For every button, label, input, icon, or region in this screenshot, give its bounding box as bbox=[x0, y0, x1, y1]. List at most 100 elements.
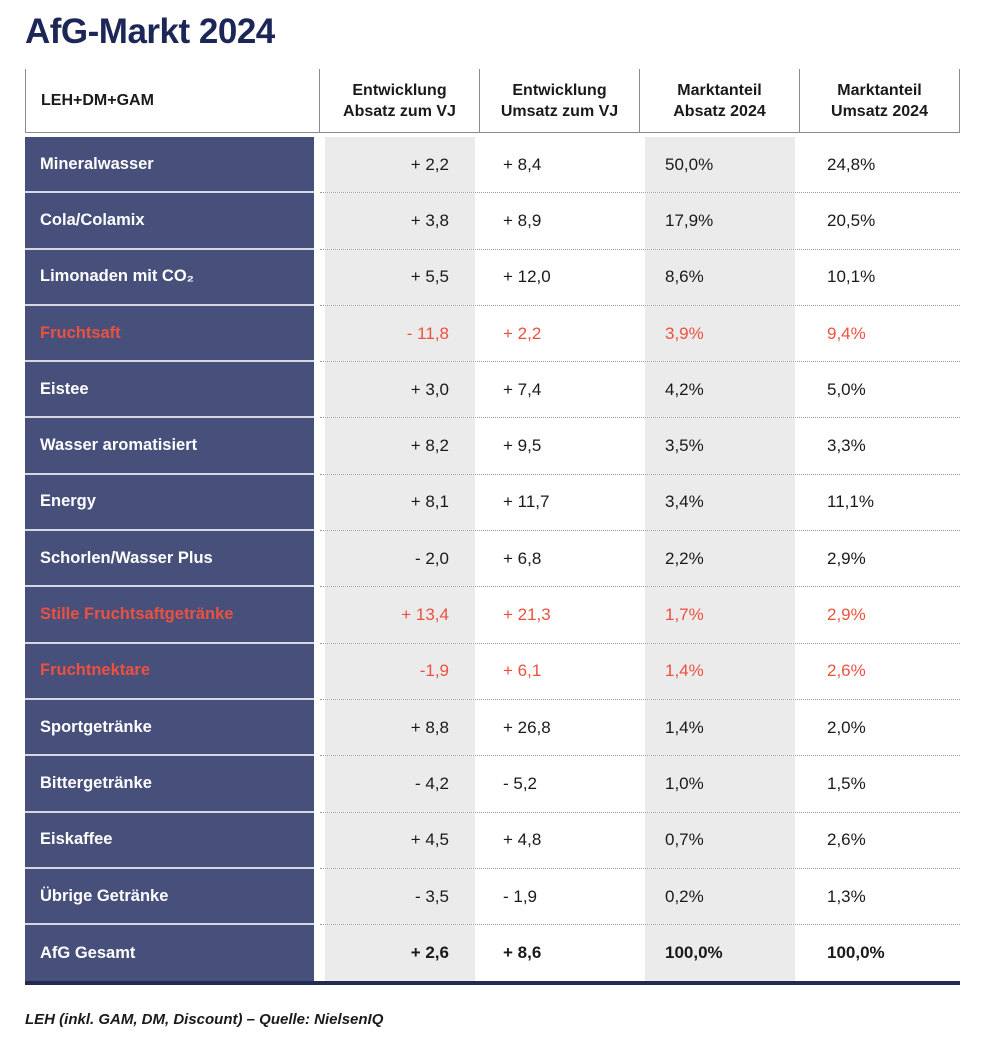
row-values: - 2,0 + 6,8 2,2% 2,9% bbox=[320, 531, 960, 588]
row-label: Cola/Colamix bbox=[25, 193, 314, 250]
header-line: Entwicklung bbox=[512, 81, 607, 99]
row-label: Eiskaffee bbox=[25, 812, 314, 869]
cell-absatz-marktanteil: 0,7% bbox=[640, 812, 800, 868]
cell-umsatz-entwicklung: + 8,6 bbox=[503, 943, 542, 963]
cell-absatz-marktanteil: 17,9% bbox=[640, 193, 800, 249]
header-line: Entwicklung bbox=[352, 81, 447, 99]
row-label: Eistee bbox=[25, 362, 314, 419]
table-body: Mineralwasser + 2,2 + 8,4 50,0% 24,8% Cola/Co… bbox=[25, 137, 960, 982]
column-header-category-label: LEH+DM+GAM bbox=[41, 92, 154, 109]
row-values: + 8,8 + 26,8 1,4% 2,0% bbox=[320, 699, 960, 757]
cell-umsatz-entwicklung: + 6,8 bbox=[503, 548, 542, 568]
table-row: Schorlen/Wasser Plus - 2,0 + 6,8 2,2% 2,9% bbox=[25, 531, 960, 588]
cell-umsatz-marktanteil: 1,3% bbox=[827, 886, 866, 906]
row-values: + 3,0 + 7,4 4,2% 5,0% bbox=[320, 362, 960, 419]
row-values: - 11,8 + 2,2 3,9% 9,4% bbox=[320, 305, 960, 363]
row-values: - 3,5 - 1,9 0,2% 1,3% bbox=[320, 868, 960, 926]
row-label: Fruchtnektare bbox=[25, 643, 314, 700]
table-row: Eiskaffee + 4,5 + 4,8 0,7% 2,6% bbox=[25, 812, 960, 869]
cell-umsatz-entwicklung: - 1,9 bbox=[503, 886, 538, 906]
cell-umsatz-entwicklung: + 12,0 bbox=[503, 267, 551, 287]
table-row: Energy + 8,1 + 11,7 3,4% 11,1% bbox=[25, 474, 960, 532]
source-note: LEH (inkl. GAM, DM, Discount) – Quelle: … bbox=[25, 1011, 384, 1029]
cell-absatz-marktanteil: 1,0% bbox=[640, 756, 800, 812]
cell-umsatz-marktanteil: 2,9% bbox=[827, 548, 866, 568]
cell-umsatz-entwicklung: + 8,9 bbox=[503, 210, 542, 230]
cell-absatz-entwicklung: + 8,8 bbox=[320, 699, 480, 756]
cell-absatz-entwicklung: + 4,5 bbox=[320, 812, 480, 868]
cell-absatz-marktanteil: 3,4% bbox=[640, 474, 800, 531]
row-label: Sportgetränke bbox=[25, 699, 314, 757]
cell-umsatz-entwicklung: + 7,4 bbox=[503, 379, 542, 399]
cell-umsatz-entwicklung: + 2,2 bbox=[503, 323, 542, 343]
cell-absatz-entwicklung: - 2,0 bbox=[320, 531, 480, 587]
cell-umsatz-marktanteil: 3,3% bbox=[827, 436, 866, 456]
cell-umsatz-entwicklung: + 21,3 bbox=[503, 605, 551, 625]
column-header-umsatz-entwicklung: Entwicklung Umsatz zum VJ bbox=[480, 69, 640, 132]
header-line: Umsatz 2024 bbox=[831, 102, 928, 120]
header-line: Absatz 2024 bbox=[673, 102, 766, 120]
cell-absatz-marktanteil: 3,5% bbox=[640, 418, 800, 474]
column-header-absatz-marktanteil: Marktanteil Absatz 2024 bbox=[640, 69, 800, 132]
row-label: AfG Gesamt bbox=[25, 925, 314, 982]
cell-absatz-entwicklung: - 3,5 bbox=[320, 868, 480, 925]
row-values: + 3,8 + 8,9 17,9% 20,5% bbox=[320, 193, 960, 250]
cell-absatz-entwicklung: + 5,5 bbox=[320, 249, 480, 305]
cell-absatz-marktanteil: 100,0% bbox=[640, 925, 800, 982]
table-row: Übrige Getränke - 3,5 - 1,9 0,2% 1,3% bbox=[25, 868, 960, 926]
row-values: + 13,4 + 21,3 1,7% 2,9% bbox=[320, 587, 960, 644]
header-line: Umsatz zum VJ bbox=[500, 102, 619, 120]
cell-absatz-entwicklung: + 2,6 bbox=[320, 925, 480, 982]
cell-umsatz-entwicklung: + 4,8 bbox=[503, 830, 542, 850]
table-row: Mineralwasser + 2,2 + 8,4 50,0% 24,8% bbox=[25, 137, 960, 194]
cell-umsatz-marktanteil: 20,5% bbox=[827, 210, 876, 230]
cell-absatz-marktanteil: 50,0% bbox=[640, 137, 800, 193]
cell-absatz-entwicklung: + 13,4 bbox=[320, 587, 480, 643]
row-values: + 8,2 + 9,5 3,5% 3,3% bbox=[320, 418, 960, 475]
cell-umsatz-marktanteil: 24,8% bbox=[827, 154, 876, 174]
row-values: + 8,1 + 11,7 3,4% 11,1% bbox=[320, 474, 960, 532]
table-row: Fruchtnektare -1,9 + 6,1 1,4% 2,6% bbox=[25, 643, 960, 700]
row-label: Schorlen/Wasser Plus bbox=[25, 531, 314, 588]
column-header-absatz-entwicklung: Entwicklung Absatz zum VJ bbox=[320, 69, 480, 132]
cell-absatz-marktanteil: 2,2% bbox=[640, 531, 800, 587]
table-row: Eistee + 3,0 + 7,4 4,2% 5,0% bbox=[25, 362, 960, 419]
cell-umsatz-marktanteil: 11,1% bbox=[827, 492, 874, 512]
cell-umsatz-marktanteil: 2,6% bbox=[827, 830, 866, 850]
table-row: Wasser aromatisiert + 8,2 + 9,5 3,5% 3,3% bbox=[25, 418, 960, 475]
row-values: + 4,5 + 4,8 0,7% 2,6% bbox=[320, 812, 960, 869]
table-row: Cola/Colamix + 3,8 + 8,9 17,9% 20,5% bbox=[25, 193, 960, 250]
table-row: Bittergetränke - 4,2 - 5,2 1,0% 1,5% bbox=[25, 756, 960, 813]
table-header: LEH+DM+GAM Entwicklung Absatz zum VJ Ent… bbox=[25, 69, 960, 133]
cell-umsatz-entwicklung: + 6,1 bbox=[503, 661, 542, 681]
header-line: Marktanteil bbox=[677, 81, 762, 99]
table-row: Stille Fruchtsaftgetränke + 13,4 + 21,3 1,7… bbox=[25, 587, 960, 644]
header-line: Absatz zum VJ bbox=[343, 102, 456, 120]
row-values: -1,9 + 6,1 1,4% 2,6% bbox=[320, 643, 960, 700]
cell-absatz-marktanteil: 1,4% bbox=[640, 643, 800, 699]
cell-absatz-marktanteil: 1,7% bbox=[640, 587, 800, 643]
cell-umsatz-marktanteil: 5,0% bbox=[827, 379, 866, 399]
cell-absatz-entwicklung: - 11,8 bbox=[320, 305, 480, 362]
cell-absatz-entwicklung: + 3,0 bbox=[320, 362, 480, 418]
table-row: Fruchtsaft - 11,8 + 2,2 3,9% 9,4% bbox=[25, 305, 960, 363]
row-values: - 4,2 - 5,2 1,0% 1,5% bbox=[320, 756, 960, 813]
column-header-umsatz-marktanteil: Marktanteil Umsatz 2024 bbox=[800, 69, 960, 132]
cell-umsatz-marktanteil: 2,0% bbox=[827, 717, 866, 737]
cell-umsatz-marktanteil: 2,6% bbox=[827, 661, 866, 681]
row-label: Stille Fruchtsaftgetränke bbox=[25, 587, 314, 644]
cell-umsatz-entwicklung: + 11,7 bbox=[503, 492, 550, 512]
row-label: Übrige Getränke bbox=[25, 868, 314, 926]
cell-umsatz-entwicklung: + 26,8 bbox=[503, 717, 551, 737]
row-values: + 5,5 + 12,0 8,6% 10,1% bbox=[320, 249, 960, 306]
cell-absatz-entwicklung: + 2,2 bbox=[320, 137, 480, 193]
cell-absatz-entwicklung: + 8,2 bbox=[320, 418, 480, 474]
row-label: Limonaden mit CO₂ bbox=[25, 249, 314, 306]
row-label: Bittergetränke bbox=[25, 756, 314, 813]
cell-absatz-marktanteil: 8,6% bbox=[640, 249, 800, 305]
row-label: Wasser aromatisiert bbox=[25, 418, 314, 475]
cell-umsatz-marktanteil: 100,0% bbox=[827, 943, 885, 963]
cell-absatz-marktanteil: 4,2% bbox=[640, 362, 800, 418]
table-bottom-rule bbox=[25, 981, 960, 986]
